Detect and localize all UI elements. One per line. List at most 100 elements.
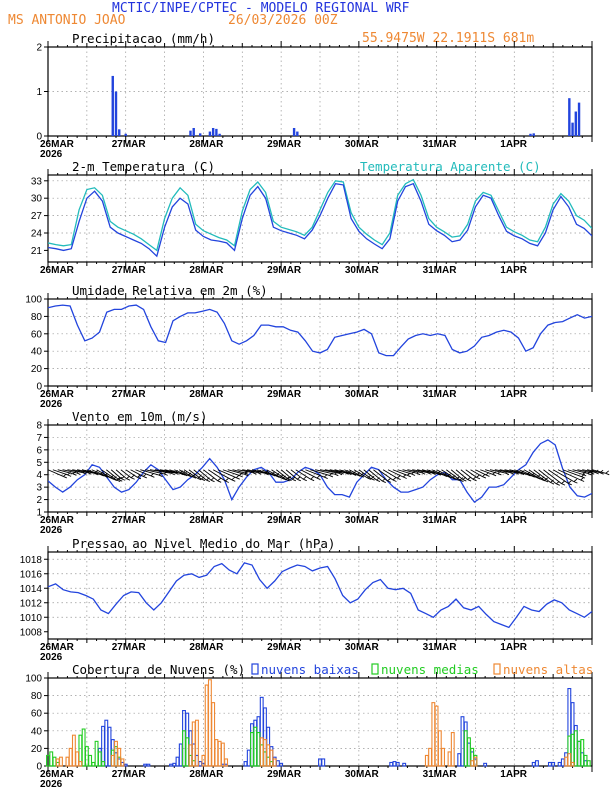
wind-arrow bbox=[572, 469, 589, 474]
cloud-bar-1 bbox=[91, 761, 96, 767]
cloud-bar-2 bbox=[211, 702, 216, 767]
y-tick-label: 5 bbox=[36, 458, 42, 469]
wind-arrow-head bbox=[87, 472, 92, 475]
y-tick-label: 1016 bbox=[20, 569, 43, 580]
precip-bar bbox=[529, 133, 532, 136]
wind-arrow-head bbox=[370, 478, 375, 481]
x-tick-label: 28MAR bbox=[189, 769, 224, 780]
wind-arrow-head bbox=[447, 475, 452, 479]
cloud-bar-2 bbox=[117, 747, 122, 767]
wind-arrow-head bbox=[171, 472, 175, 476]
wind-arrow-head bbox=[605, 472, 610, 476]
wind-arrow-head bbox=[510, 472, 515, 475]
wind-arrow bbox=[72, 469, 88, 474]
wind-arrow bbox=[441, 469, 457, 480]
precip-bar bbox=[571, 122, 574, 136]
panel-title: Umidade Relativa em 2m (%) bbox=[72, 283, 268, 298]
cloud-bar-2 bbox=[224, 758, 229, 767]
wind-arrow bbox=[324, 469, 341, 474]
y-tick-label: 20 bbox=[31, 744, 43, 755]
cloud-bar-2 bbox=[217, 740, 222, 767]
wind-arrow-head bbox=[590, 472, 595, 475]
wind-arrow bbox=[499, 469, 516, 474]
precip-bar bbox=[189, 130, 192, 136]
wind-arrow-head bbox=[121, 478, 126, 481]
precip-bar bbox=[198, 133, 202, 136]
precip-bar bbox=[532, 133, 535, 136]
cloud-bar-1 bbox=[256, 732, 261, 767]
wind-arrow bbox=[475, 469, 487, 476]
wind-arrow-head bbox=[476, 476, 481, 480]
wind-arrow-head bbox=[556, 483, 560, 486]
wind-arrow bbox=[485, 469, 498, 474]
wind-arrow-head bbox=[437, 473, 441, 476]
wind-arrow bbox=[183, 469, 198, 479]
cloud-bar-2 bbox=[269, 749, 274, 767]
precip-bar bbox=[111, 75, 114, 136]
x-tick-label: 27MAR bbox=[112, 265, 147, 276]
cloud-bar-1 bbox=[570, 733, 575, 767]
wind-arrow-head bbox=[104, 475, 109, 478]
wind-arrow-head bbox=[485, 474, 490, 477]
cloud-bar-1 bbox=[88, 754, 93, 767]
precip-bar bbox=[211, 127, 215, 136]
y-tick-label: 7 bbox=[36, 433, 42, 444]
cloud-bar-0 bbox=[531, 761, 536, 767]
panel-title: 2-m Temperatura (C) bbox=[72, 159, 215, 174]
wind-arrow bbox=[382, 469, 398, 479]
cloud-bar-2 bbox=[431, 702, 436, 767]
wind-arrow bbox=[178, 469, 193, 478]
x-tick-label: 30MAR bbox=[345, 139, 380, 150]
cloud-bar-2 bbox=[110, 754, 115, 767]
cloud-bar-0 bbox=[107, 726, 112, 767]
x-tick-label: 27MAR bbox=[112, 139, 147, 150]
wind-arrow-head bbox=[244, 473, 249, 477]
cloud-bar-0 bbox=[169, 763, 173, 767]
wind-arrow bbox=[446, 469, 461, 481]
y-tick-label: 60 bbox=[31, 709, 43, 720]
y-tick-label: 60 bbox=[31, 329, 43, 340]
x-tick-label: 28MAR bbox=[189, 642, 224, 653]
wind-arrow-head bbox=[72, 473, 77, 476]
cloud-bar-0 bbox=[402, 762, 407, 767]
wind-arrow bbox=[538, 469, 557, 485]
panel-2: 21 24 27 30 33 26MAR 27MAR 28MAR 29MAR 30MAR 31MAR… bbox=[31, 159, 593, 276]
wind-arrow-head bbox=[116, 479, 121, 483]
wind-arrow-head bbox=[94, 472, 99, 476]
wind-arrow bbox=[470, 469, 483, 477]
wind-arrow bbox=[426, 469, 444, 476]
wind-arrow bbox=[523, 469, 542, 480]
y-tick-label: 1012 bbox=[20, 598, 43, 609]
wind-arrow bbox=[47, 469, 64, 477]
cloud-bar-2 bbox=[68, 747, 73, 767]
wind-arrow bbox=[344, 469, 358, 476]
wind-arrow-head bbox=[287, 478, 292, 481]
wind-arrow bbox=[130, 469, 144, 477]
cloud-bar-0 bbox=[321, 758, 326, 767]
x-tick-label: 1APR bbox=[500, 769, 527, 780]
wind-arrow-head bbox=[520, 472, 525, 476]
wind-arrow bbox=[106, 469, 120, 481]
wind-arrow-head bbox=[310, 476, 314, 480]
panel-3: 0 20 40 60 80 100 26MAR 27MAR 28MAR 29MAR 30MAR 31M… bbox=[25, 283, 593, 410]
cloud-bar-0 bbox=[551, 761, 556, 767]
wind-arrow-head bbox=[67, 474, 72, 477]
wind-arrow-head bbox=[292, 478, 297, 482]
wind-arrow bbox=[145, 469, 165, 475]
cloud-bar-0 bbox=[275, 760, 280, 767]
station-name: MS ANTONIO JOAO bbox=[8, 13, 126, 28]
cloud-bar-2 bbox=[65, 756, 70, 767]
wind-arrow bbox=[402, 469, 417, 474]
cloud-bar-1 bbox=[577, 740, 581, 767]
wind-arrow-head bbox=[505, 472, 510, 475]
wind-arrow bbox=[567, 469, 583, 475]
wind-arrow-head bbox=[340, 472, 345, 475]
wind-arrow bbox=[518, 469, 537, 478]
wind-arrow-head bbox=[411, 473, 416, 476]
x-year-label: 2026 bbox=[40, 525, 63, 536]
x-tick-label: 26MAR bbox=[40, 389, 75, 400]
wind-arrow-head bbox=[392, 479, 397, 482]
y-tick-label: 1010 bbox=[20, 613, 43, 624]
wind-arrow bbox=[57, 469, 74, 475]
wind-arrow bbox=[334, 469, 349, 474]
